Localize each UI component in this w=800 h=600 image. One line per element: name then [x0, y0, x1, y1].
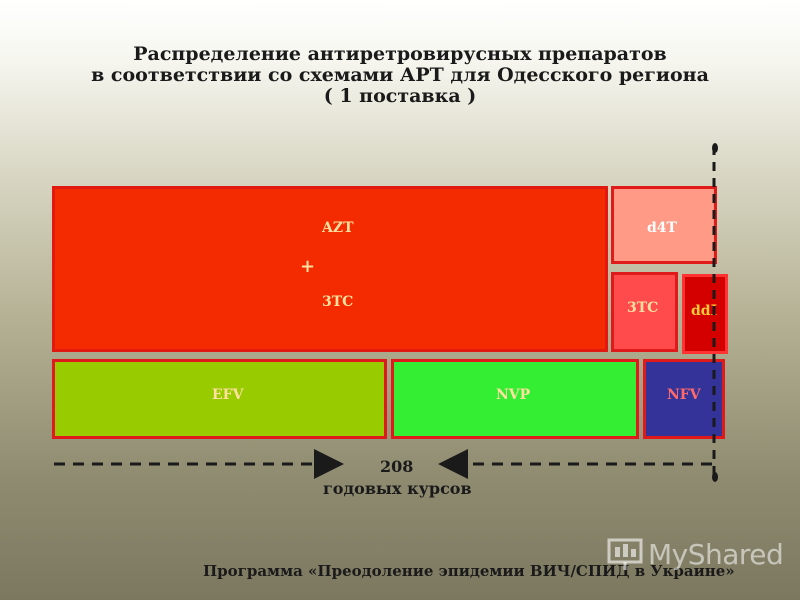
page-title: Распределение антиретровирусных препарат…: [0, 44, 800, 107]
courses-count: 208: [380, 457, 414, 476]
nvp-label: NVP: [496, 387, 531, 403]
watermark: MyShared: [606, 536, 784, 576]
azt-label: AZT: [322, 220, 354, 236]
3tc-small-label: 3TC: [627, 300, 659, 316]
3tc-main-label: 3TC: [322, 294, 354, 310]
courses-label: годовых курсов: [323, 479, 472, 498]
azt-3tc-block: [52, 186, 608, 352]
d4t-block: [611, 186, 717, 264]
presentation-icon: [607, 538, 643, 570]
watermark-text: MyShared: [648, 538, 784, 571]
nfv-block: [643, 359, 725, 439]
title-line-2: в соответствии со схемами АРТ для Одесск…: [91, 64, 709, 86]
d4t-label: d4T: [647, 220, 677, 236]
nvp-block: [391, 359, 639, 439]
efv-block: [52, 359, 387, 439]
program-footer: Программа «Преодоление эпидемии ВИЧ/СПИД…: [203, 562, 735, 580]
title-line-3: ( 1 поставка ): [323, 85, 477, 107]
title-line-1: Распределение антиретровирусных препарат…: [133, 43, 667, 65]
marker-top-dot: [712, 143, 718, 153]
efv-label: EFV: [212, 387, 244, 403]
3tc-small-block: [611, 272, 678, 352]
plus-label: +: [300, 256, 316, 277]
marker-bottom-dot: [712, 472, 718, 482]
ddi-label: ddI: [691, 303, 718, 319]
nfv-label: NFV: [667, 387, 701, 403]
ddi-block: [682, 274, 728, 354]
